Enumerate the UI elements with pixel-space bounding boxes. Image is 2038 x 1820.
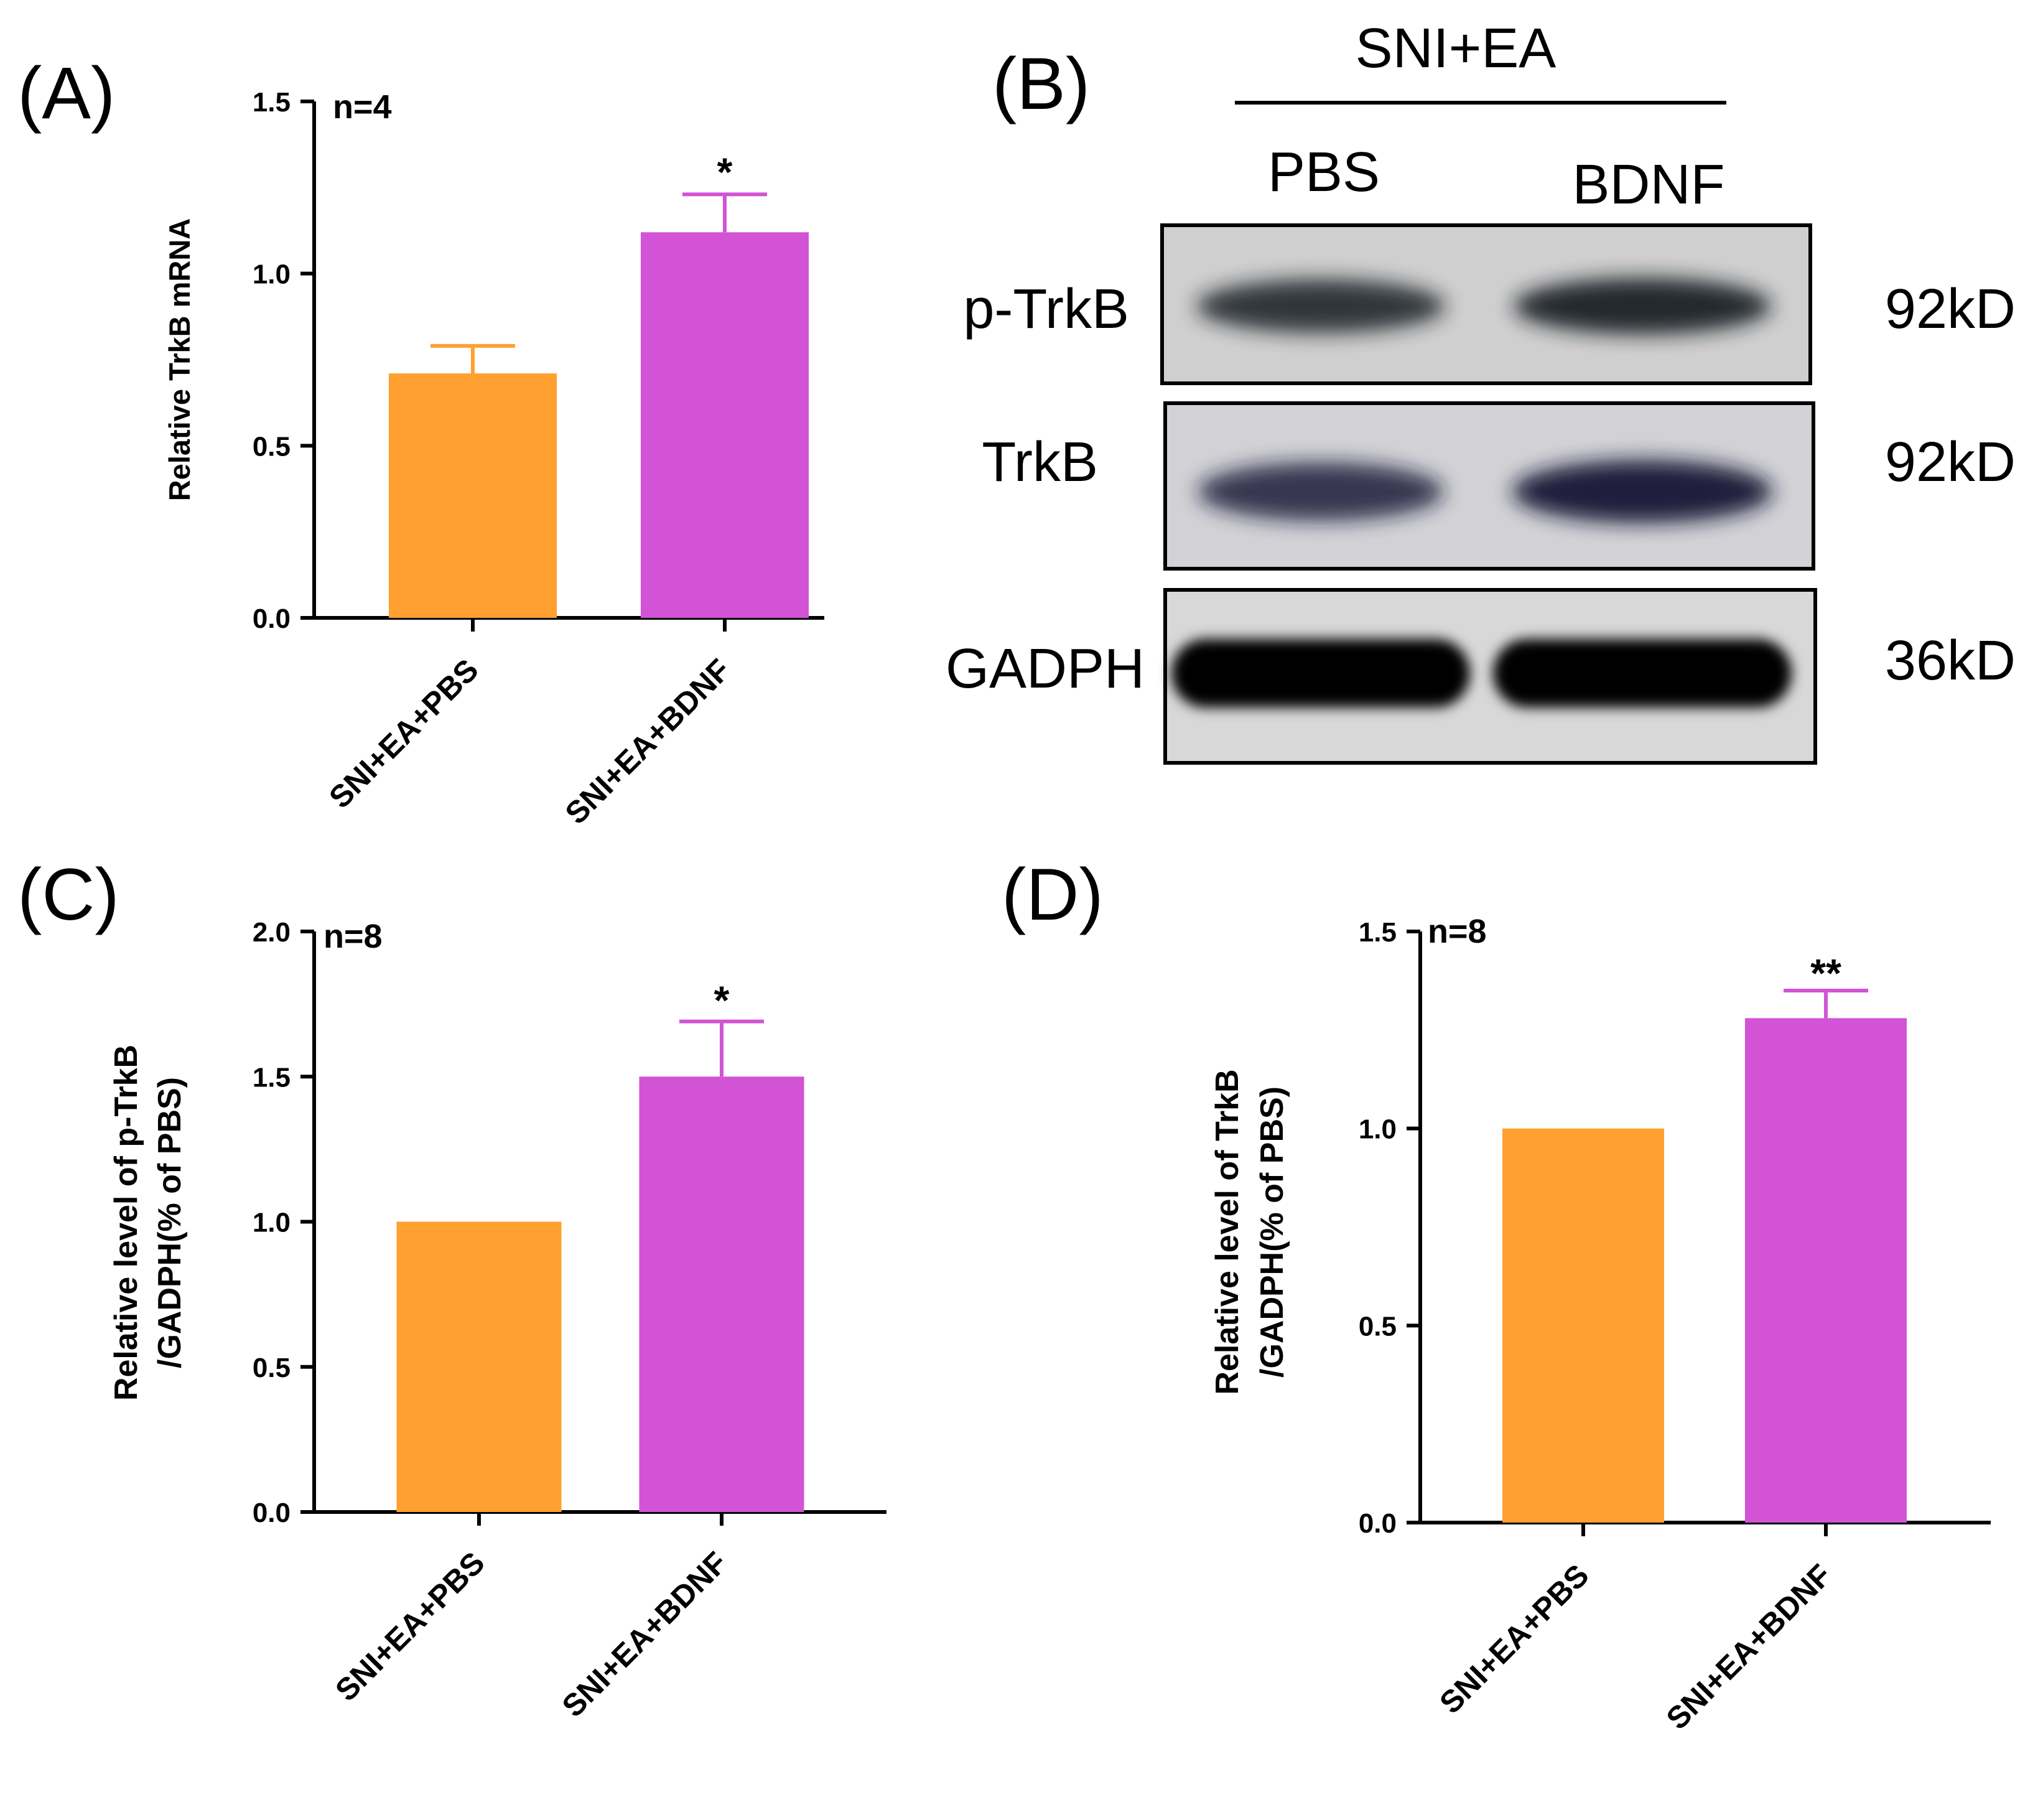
bar-c-0: [396, 1221, 562, 1512]
blot-protein-label-ptrkb: p-TrkB: [963, 278, 1129, 340]
lane-label-bdnf: BDNF: [1573, 154, 1725, 216]
lane-label-pbs: PBS: [1268, 141, 1380, 203]
blot-bands-ptrkb: [1196, 278, 1771, 335]
bar-c-1: [639, 1076, 804, 1512]
panel-label-b: (B): [992, 43, 1090, 125]
blot-band-p-TrkB-BDNF: [1514, 278, 1771, 335]
blot-bands-trkb: [1198, 460, 1772, 523]
y-tick-label-a-3: 1.5: [253, 87, 291, 118]
y-axis-label-c-line1: Relative level of p-TrkB: [108, 1045, 144, 1401]
plot-area-a: 0.0 0.5 1.0 1.5 SNI+EA+PBS * SNI+EA+BDNF: [253, 87, 824, 831]
y-tick-label-a-2: 1.0: [253, 259, 291, 290]
chart-panel-c: (C) n=8 Relative level of p-TrkB /GADPH(…: [17, 854, 886, 1724]
blot-band-GADPH-PBS: [1171, 639, 1470, 707]
blot-protein-label-gadph: GADPH: [946, 638, 1145, 700]
plot-area-d: 0.0 0.5 1.0 1.5 SNI+EA+PBS ** SNI+EA+BDNF: [1359, 917, 1991, 1736]
blot-size-label-ptrkb: 92kD: [1885, 278, 2016, 340]
bar-a-0: [389, 373, 557, 618]
significance-d-1: **: [1810, 951, 1841, 996]
chart-panel-d: (D) n=8 Relative level of TrkB /GADPH(% …: [1002, 854, 1991, 1736]
blot-bands-gadph: [1171, 639, 1792, 707]
panel-label-c: (C): [17, 854, 119, 936]
n-label-c: n=8: [323, 918, 383, 955]
y-tick-label-c-0: 0.0: [253, 1498, 291, 1528]
x-category-label-c-1: SNI+EA+BDNF: [556, 1545, 734, 1724]
y-tick-label-d-3: 1.5: [1359, 917, 1397, 948]
bar-a-1: [641, 232, 809, 618]
significance-a-1: *: [717, 149, 733, 194]
blot-group-label: SNI+EA: [1356, 17, 1556, 80]
n-label-d: n=8: [1428, 913, 1487, 950]
y-axis-label-a: Relative TrkB mRNA: [163, 218, 196, 502]
y-tick-label-c-4: 2.0: [253, 917, 291, 948]
x-category-label-d-1: SNI+EA+BDNF: [1660, 1557, 1838, 1736]
y-tick-label-d-1: 0.5: [1359, 1311, 1397, 1342]
bar-d-0: [1502, 1128, 1664, 1523]
y-tick-label-a-1: 0.5: [253, 431, 291, 462]
y-tick-label-d-0: 0.0: [1359, 1508, 1397, 1539]
y-tick-label-c-1: 0.5: [253, 1353, 291, 1383]
blot-size-label-gadph: 36kD: [1885, 630, 2016, 692]
y-axis-label-c-line2: /GADPH(% of PBS): [152, 1077, 188, 1368]
blot-band-TrkB-PBS: [1198, 462, 1444, 521]
y-tick-label-c-3: 1.5: [253, 1062, 291, 1093]
chart-panel-a: (A) n=4 Relative TrkB mRNA 0.0 0.5 1.0 1.5 S…: [17, 52, 824, 831]
blot-protein-label-trkb: TrkB: [982, 431, 1098, 493]
x-category-label-c-0: SNI+EA+PBS: [328, 1545, 491, 1708]
y-axis-label-d-line1: Relative level of TrkB: [1209, 1069, 1245, 1394]
x-category-label-a-1: SNI+EA+BDNF: [559, 652, 737, 831]
y-axis-label-d-line2: /GADPH(% of PBS): [1254, 1086, 1290, 1378]
plot-area-c: 0.0 0.5 1.0 1.5 2.0 SNI+EA+PBS * SNI+EA+BDNF: [253, 917, 886, 1724]
panel-label-a: (A): [17, 52, 115, 134]
blot-band-p-TrkB-PBS: [1196, 279, 1445, 334]
y-tick-label-a-0: 0.0: [253, 604, 291, 634]
western-blot-panel: (B) SNI+EA PBS BDNF p-TrkB 92kD TrkB 92k…: [946, 17, 2016, 765]
blot-size-label-trkb: 92kD: [1885, 431, 2016, 493]
panel-label-d: (D): [1002, 854, 1104, 936]
n-label-a: n=4: [333, 88, 392, 126]
x-category-label-d-0: SNI+EA+PBS: [1433, 1557, 1596, 1720]
y-tick-label-d-2: 1.0: [1359, 1114, 1397, 1145]
significance-c-1: *: [714, 978, 730, 1023]
blot-band-TrkB-BDNF: [1512, 460, 1772, 523]
bar-d-1: [1745, 1018, 1907, 1523]
y-tick-label-c-2: 1.0: [253, 1208, 291, 1238]
x-category-label-a-0: SNI+EA+PBS: [322, 652, 485, 815]
blot-band-GADPH-BDNF: [1493, 639, 1792, 707]
